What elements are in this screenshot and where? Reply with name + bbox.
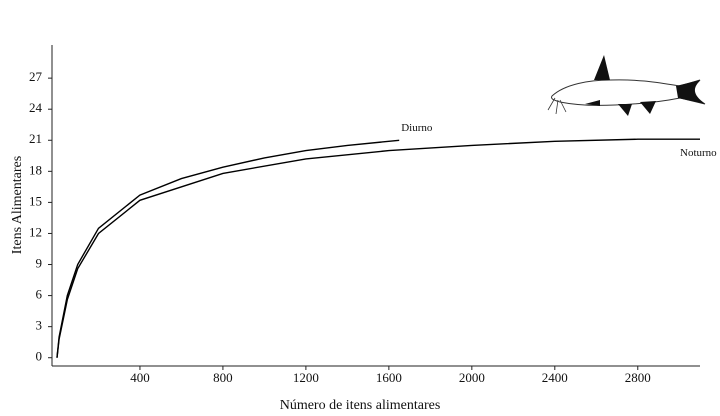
y-tick-label: 12 bbox=[29, 224, 42, 239]
x-tick-label: 1600 bbox=[376, 370, 402, 385]
chart: Número de itens alimentares Itens Alimen… bbox=[0, 0, 720, 416]
y-tick-label: 21 bbox=[29, 131, 42, 146]
y-tick-label: 15 bbox=[29, 193, 42, 208]
y-tick-label: 3 bbox=[36, 318, 43, 333]
series-line bbox=[57, 139, 700, 358]
y-tick-label: 0 bbox=[36, 349, 43, 364]
x-tick-label: 2800 bbox=[625, 370, 651, 385]
y-tick-label: 6 bbox=[36, 287, 43, 302]
series-label: Noturno bbox=[680, 147, 717, 159]
x-axis-label: Número de itens alimentares bbox=[280, 398, 441, 413]
x-tick-label: 800 bbox=[213, 370, 233, 385]
x-tick-label: 1200 bbox=[293, 370, 319, 385]
catfish-illustration bbox=[548, 55, 705, 116]
x-tick-label: 400 bbox=[130, 370, 150, 385]
x-tick-label: 2400 bbox=[542, 370, 568, 385]
series-label: Diurno bbox=[401, 122, 433, 134]
y-tick-label: 18 bbox=[29, 162, 42, 177]
x-tick-label: 2000 bbox=[459, 370, 485, 385]
y-tick-label: 24 bbox=[29, 100, 43, 115]
y-tick-label: 9 bbox=[36, 256, 43, 271]
y-axis-label: Itens Alimentares bbox=[10, 156, 25, 254]
y-tick-label: 27 bbox=[29, 69, 43, 84]
